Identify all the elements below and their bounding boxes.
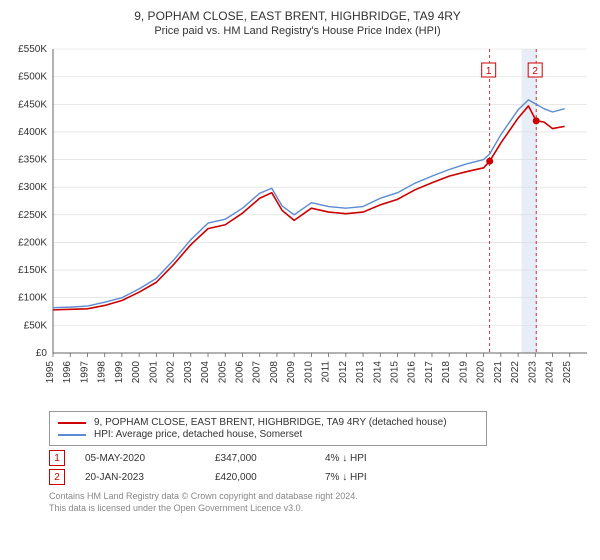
legend: 9, POPHAM CLOSE, EAST BRENT, HIGHBRIDGE,… (49, 411, 487, 446)
footer-line-2: This data is licensed under the Open Gov… (49, 503, 582, 515)
transaction-diff: 7% ↓ HPI (325, 472, 425, 483)
svg-text:£100K: £100K (18, 293, 47, 304)
transaction-diff: 4% ↓ HPI (325, 453, 425, 464)
svg-text:2020: 2020 (476, 361, 487, 384)
legend-label: HPI: Average price, detached house, Some… (94, 429, 302, 440)
svg-text:1995: 1995 (45, 361, 56, 384)
svg-text:2008: 2008 (269, 361, 280, 384)
svg-text:2010: 2010 (303, 361, 314, 384)
svg-text:£50K: £50K (24, 320, 48, 331)
svg-text:2002: 2002 (166, 361, 177, 384)
svg-text:1999: 1999 (114, 361, 125, 384)
footer-text: Contains HM Land Registry data © Crown c… (49, 491, 582, 514)
transaction-price: £347,000 (215, 453, 325, 464)
svg-text:2018: 2018 (441, 361, 452, 384)
transaction-price: £420,000 (215, 472, 325, 483)
svg-text:£550K: £550K (18, 44, 47, 55)
svg-text:2017: 2017 (424, 361, 435, 384)
svg-text:£450K: £450K (18, 99, 47, 110)
svg-text:£500K: £500K (18, 72, 47, 83)
chart-container: 9, POPHAM CLOSE, EAST BRENT, HIGHBRIDGE,… (0, 0, 600, 560)
svg-text:2004: 2004 (200, 361, 211, 384)
svg-text:2013: 2013 (355, 361, 366, 384)
legend-row: HPI: Average price, detached house, Some… (58, 429, 478, 440)
legend-swatch (58, 434, 86, 436)
svg-text:2019: 2019 (458, 361, 469, 384)
svg-text:2011: 2011 (321, 361, 332, 383)
svg-text:2014: 2014 (372, 361, 383, 384)
transaction-marker: 2 (49, 469, 65, 485)
legend-swatch (58, 422, 86, 424)
svg-text:2007: 2007 (252, 361, 263, 384)
svg-text:2012: 2012 (338, 361, 349, 384)
svg-text:2009: 2009 (286, 361, 297, 384)
svg-text:1997: 1997 (79, 361, 90, 384)
svg-text:£350K: £350K (18, 155, 47, 166)
svg-text:£300K: £300K (18, 182, 47, 193)
svg-text:2006: 2006 (234, 361, 245, 384)
svg-text:2025: 2025 (562, 361, 573, 384)
svg-text:2024: 2024 (545, 361, 556, 384)
svg-text:£150K: £150K (18, 265, 47, 276)
svg-text:£250K: £250K (18, 210, 47, 221)
svg-text:2000: 2000 (131, 361, 142, 384)
transaction-row: 2 20-JAN-2023£420,0007% ↓ HPI (49, 469, 582, 485)
transaction-marker: 1 (49, 450, 65, 466)
transaction-row: 1 05-MAY-2020£347,0004% ↓ HPI (49, 450, 582, 466)
line-chart: £0 £50K £100K £150K £200K £250K £300K £350K £400… (5, 43, 595, 403)
chart-title: 9, POPHAM CLOSE, EAST BRENT, HIGHBRIDGE,… (5, 9, 590, 23)
svg-text:2: 2 (532, 66, 538, 77)
svg-text:£0: £0 (36, 348, 48, 359)
footer-line-1: Contains HM Land Registry data © Crown c… (49, 491, 582, 503)
svg-text:£200K: £200K (18, 237, 47, 248)
svg-text:1996: 1996 (62, 361, 73, 384)
svg-text:2016: 2016 (407, 361, 418, 384)
svg-text:1: 1 (486, 66, 492, 77)
svg-text:2015: 2015 (390, 361, 401, 384)
svg-text:2021: 2021 (493, 361, 504, 384)
svg-text:2022: 2022 (510, 361, 521, 384)
transaction-date: 20-JAN-2023 (85, 472, 215, 483)
legend-row: 9, POPHAM CLOSE, EAST BRENT, HIGHBRIDGE,… (58, 417, 478, 428)
transaction-date: 05-MAY-2020 (85, 453, 215, 464)
svg-text:2023: 2023 (527, 361, 538, 384)
svg-text:2005: 2005 (217, 361, 228, 384)
svg-text:2001: 2001 (148, 361, 159, 384)
chart-area: £0 £50K £100K £150K £200K £250K £300K £350K £400… (5, 43, 590, 403)
chart-subtitle: Price paid vs. HM Land Registry's House … (5, 25, 590, 37)
legend-label: 9, POPHAM CLOSE, EAST BRENT, HIGHBRIDGE,… (94, 417, 447, 428)
svg-text:£400K: £400K (18, 127, 47, 138)
svg-text:1998: 1998 (97, 361, 108, 384)
svg-text:2003: 2003 (183, 361, 194, 384)
transactions-table: 1 05-MAY-2020£347,0004% ↓ HPI 2 20-JAN-2023… (49, 450, 582, 485)
titles: 9, POPHAM CLOSE, EAST BRENT, HIGHBRIDGE,… (5, 9, 590, 37)
